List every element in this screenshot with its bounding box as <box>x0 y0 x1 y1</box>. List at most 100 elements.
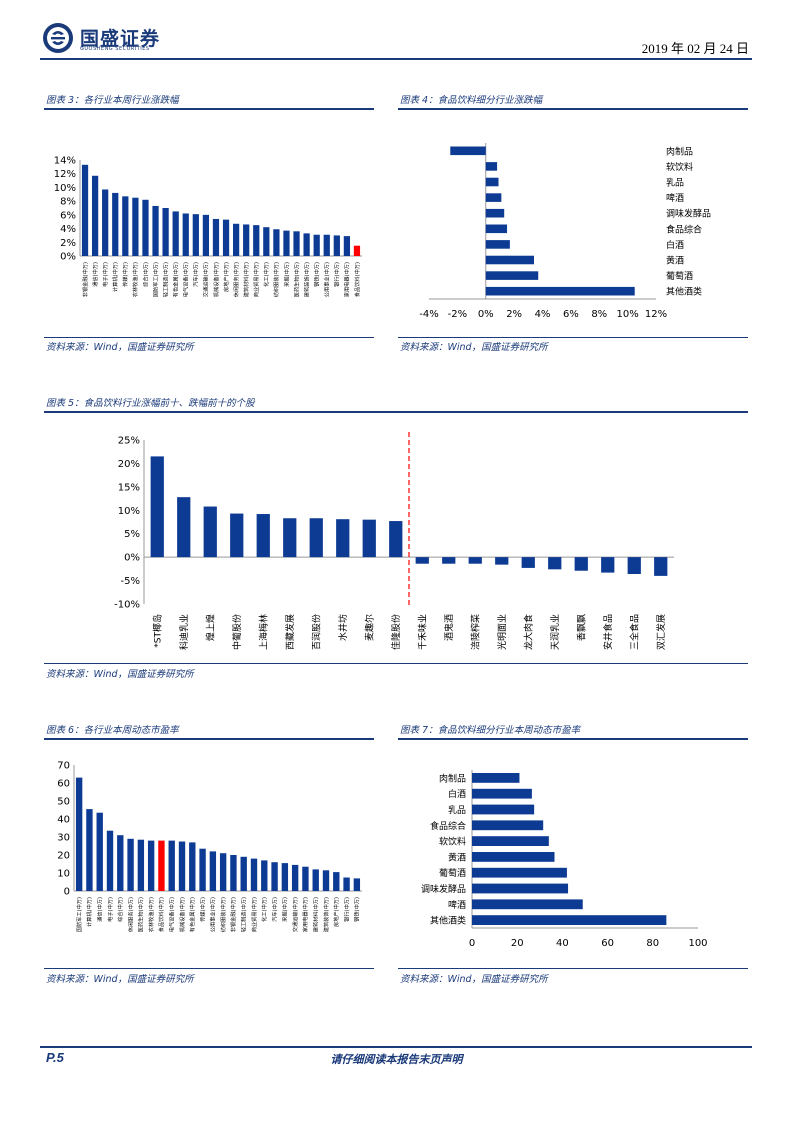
category-label: 乳品 <box>448 804 466 816</box>
y-tick-label: 70 <box>57 761 70 772</box>
category-label: 黄酒 <box>666 255 684 267</box>
bar <box>263 227 270 256</box>
category-label: 传媒(中万) <box>121 262 129 287</box>
bar <box>203 506 217 558</box>
category-label: 交通运输(中万) <box>291 897 299 932</box>
bar <box>313 234 320 256</box>
fig3-source: 资料来源：Wind，国盛证券研究所 <box>46 342 194 353</box>
bar <box>273 229 280 256</box>
category-label: 建筑材料(中万) <box>312 897 320 932</box>
category-label: 食品综合 <box>666 223 702 235</box>
bar <box>353 878 361 891</box>
y-tick-label: 4% <box>60 224 76 235</box>
category-label: 医药生物(中万) <box>137 897 145 932</box>
category-label: 肉制品 <box>666 145 693 157</box>
bar <box>472 852 555 862</box>
fig6-source: 资料来源：Wind，国盛证券研究所 <box>46 974 194 985</box>
category-label: 化工(中万) <box>260 897 268 922</box>
x-tick-label: 100 <box>688 938 707 949</box>
bar <box>485 208 505 218</box>
bar <box>122 196 129 256</box>
y-tick-label: 0% <box>124 553 140 564</box>
category-label: 龙大肉食 <box>522 614 534 650</box>
bar <box>147 840 155 891</box>
x-tick-label: 80 <box>646 938 659 949</box>
bar <box>472 915 667 925</box>
category-label: 医药生物(中万) <box>292 262 300 297</box>
bar <box>472 883 569 894</box>
category-label: 建筑材料(中万) <box>242 262 250 297</box>
bar <box>343 877 350 891</box>
bar <box>472 773 520 783</box>
category-label: 天润乳业 <box>549 614 561 650</box>
bar <box>472 836 549 846</box>
fig7-title: 图表 7：食品饮料细分行业本周动态市盈率 <box>400 725 581 736</box>
category-label: 软饮料 <box>439 836 466 848</box>
category-label: 酒鬼酒 <box>443 614 455 641</box>
y-tick-label: 12% <box>54 169 76 180</box>
fig6-source-rule <box>44 968 374 969</box>
category-label: 农林牧渔(中万) <box>147 897 155 932</box>
category-label: 啤酒 <box>666 192 684 204</box>
fig7-chart: 0 20 40 60 80 100 肉制品白酒乳品食品综合软饮料黄酒葡萄酒调味发酵品啤酒其他… <box>421 770 708 949</box>
fig5-source-rule <box>44 663 748 664</box>
category-label: 轻工制造(中万) <box>161 262 169 297</box>
y-tick-label: 60 <box>57 779 70 790</box>
category-label: 葡萄酒 <box>439 867 466 879</box>
bar <box>281 863 289 891</box>
category-label: 安井食品 <box>602 614 614 650</box>
bar <box>212 218 220 256</box>
y-tick-label: 25% <box>118 436 140 447</box>
category-label: 非银金融(中万) <box>229 897 237 932</box>
category-label: 软饮料 <box>666 161 693 173</box>
category-label: 上海梅林 <box>257 614 269 650</box>
category-label: 计算机(中万) <box>85 897 93 927</box>
bar <box>81 164 89 256</box>
fig7-title-rule <box>398 738 748 740</box>
bar <box>574 557 588 571</box>
fig5-source: 资料来源：Wind，国盛证券研究所 <box>46 669 194 680</box>
fig4-source-rule <box>398 337 748 338</box>
bar <box>485 193 502 202</box>
y-tick-label: 15% <box>118 482 140 493</box>
y-tick-label: -10% <box>114 600 140 611</box>
bar <box>106 830 114 891</box>
bar <box>199 848 206 891</box>
header-rule <box>40 58 752 60</box>
category-label: 三全食品 <box>628 614 640 650</box>
fig3-title: 图表 3：各行业本周行业涨跌幅 <box>46 95 179 106</box>
category-label: 调味发酵品 <box>666 208 711 220</box>
category-label: 白酒 <box>448 788 466 800</box>
bar <box>192 214 199 256</box>
bar <box>230 513 244 558</box>
y-tick-label: 0 <box>64 887 70 898</box>
bar <box>450 146 486 156</box>
category-label: 传媒(中万) <box>198 897 206 922</box>
category-label: 有色金属(中万) <box>171 262 179 297</box>
bar <box>627 557 641 575</box>
bar <box>152 205 159 256</box>
bar <box>112 192 119 256</box>
y-tick-label: 10% <box>118 506 140 517</box>
y-tick-label: 40 <box>57 815 70 826</box>
bar <box>485 177 499 187</box>
bar <box>96 812 103 891</box>
fig7-source-rule <box>398 968 748 969</box>
category-label: 涪陵榨菜 <box>469 614 481 650</box>
fig5-title: 图表 5：食品饮料行业涨幅前十、跌幅前十的个股 <box>46 398 255 409</box>
category-label: 香飘飘 <box>576 614 587 641</box>
y-tick-label: 14% <box>54 156 76 167</box>
bar <box>91 175 99 256</box>
x-tick-label: -4% <box>419 309 438 320</box>
bar <box>654 557 668 576</box>
bar <box>75 777 83 891</box>
fig4-title-rule <box>398 108 748 110</box>
bar <box>472 804 535 815</box>
category-label: 有色金属(中万) <box>188 897 196 932</box>
report-date: 2019 年 02 月 24 日 <box>641 41 749 56</box>
category-label: 百润股份 <box>310 614 322 650</box>
y-tick-label: 10% <box>54 183 76 194</box>
bar <box>256 514 270 558</box>
bar <box>485 255 534 265</box>
category-label: 葡萄酒 <box>666 270 693 282</box>
